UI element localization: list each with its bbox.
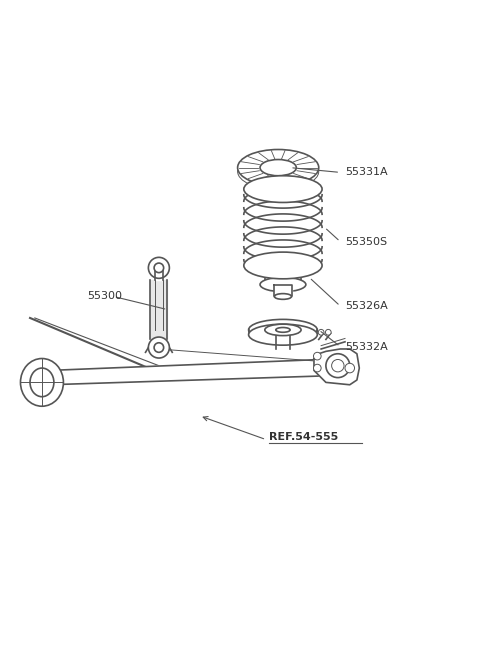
Ellipse shape xyxy=(260,160,296,176)
Text: 55300: 55300 xyxy=(87,291,122,301)
Ellipse shape xyxy=(249,320,317,341)
Polygon shape xyxy=(265,268,301,284)
Text: 55326A: 55326A xyxy=(345,301,388,311)
Ellipse shape xyxy=(265,324,301,335)
Ellipse shape xyxy=(154,343,164,352)
Ellipse shape xyxy=(21,358,63,406)
Ellipse shape xyxy=(260,277,306,291)
Ellipse shape xyxy=(345,364,355,373)
Ellipse shape xyxy=(276,328,290,332)
Text: 55331A: 55331A xyxy=(345,168,388,178)
Ellipse shape xyxy=(30,368,54,397)
Polygon shape xyxy=(49,358,345,384)
Text: 55350S: 55350S xyxy=(345,236,387,246)
Text: 55332A: 55332A xyxy=(345,342,388,352)
Ellipse shape xyxy=(326,354,350,378)
Ellipse shape xyxy=(244,176,322,202)
Ellipse shape xyxy=(265,262,301,274)
Polygon shape xyxy=(275,284,291,297)
Polygon shape xyxy=(155,268,163,280)
Ellipse shape xyxy=(238,149,319,186)
Polygon shape xyxy=(314,349,360,384)
Ellipse shape xyxy=(148,257,169,278)
Ellipse shape xyxy=(318,329,324,335)
Ellipse shape xyxy=(244,252,322,279)
Text: REF.54-555: REF.54-555 xyxy=(269,432,338,442)
Ellipse shape xyxy=(249,324,317,345)
Ellipse shape xyxy=(325,329,331,335)
Ellipse shape xyxy=(313,352,321,360)
Ellipse shape xyxy=(313,364,321,372)
Ellipse shape xyxy=(275,293,291,299)
Ellipse shape xyxy=(148,337,169,358)
Ellipse shape xyxy=(154,263,164,272)
Ellipse shape xyxy=(332,360,344,372)
Polygon shape xyxy=(150,280,168,339)
